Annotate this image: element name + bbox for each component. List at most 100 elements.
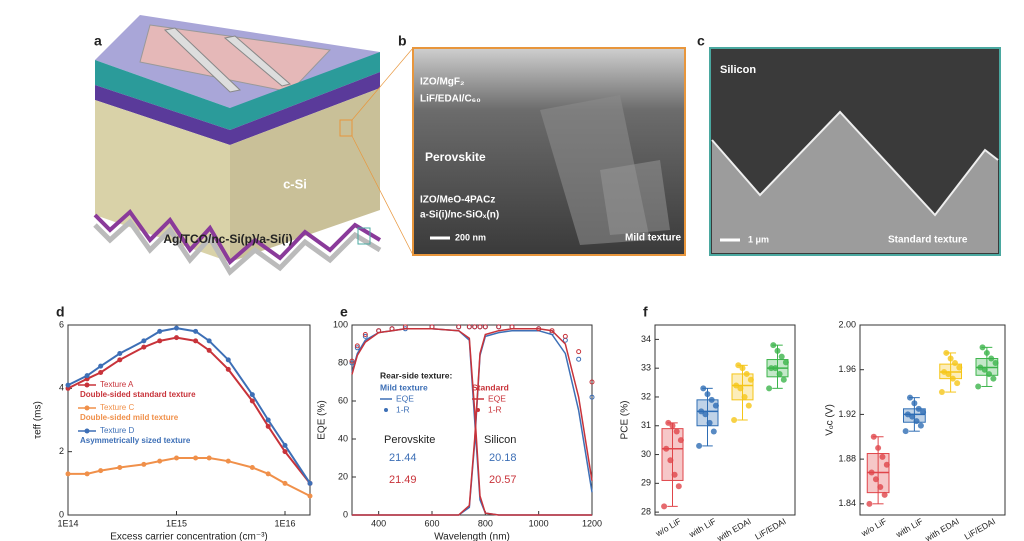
data-point — [675, 483, 682, 490]
data-point — [902, 428, 909, 435]
data-point — [913, 418, 920, 425]
data-point — [206, 338, 212, 344]
x-tick-label: with LiF — [686, 516, 717, 540]
data-point — [866, 500, 873, 507]
data-point — [362, 333, 368, 339]
data-point — [496, 324, 502, 330]
legend-label: Texture A — [100, 380, 134, 389]
data-point — [990, 375, 997, 382]
y-tick-label: 34 — [641, 334, 651, 344]
y-tick-label: 32 — [641, 391, 651, 401]
data-point — [376, 328, 382, 334]
data-point — [743, 370, 750, 377]
panel-label: e — [340, 304, 348, 320]
data-point — [173, 455, 179, 461]
data-point — [977, 364, 984, 371]
layer-label: IZO/MgF₂ — [420, 77, 464, 88]
legend-label: EQE — [396, 393, 414, 403]
data-point — [883, 461, 890, 468]
data-point — [951, 360, 958, 366]
legend-group: Standard — [472, 382, 509, 392]
data-point — [98, 468, 104, 474]
data-point — [735, 362, 742, 369]
y-tick-label: 1.88 — [838, 453, 856, 463]
data-point — [84, 471, 90, 477]
data-point — [349, 358, 355, 364]
data-point — [673, 428, 680, 435]
data-line — [352, 329, 593, 516]
data-point — [677, 437, 684, 444]
data-point — [669, 422, 676, 429]
y-tick-label: 0 — [59, 509, 64, 519]
legend-marker — [84, 382, 90, 388]
data-point — [700, 385, 707, 392]
data-point — [576, 349, 582, 355]
layer-label: c-Si — [283, 176, 307, 191]
data-point — [589, 394, 595, 400]
data-point — [349, 360, 355, 366]
data-point — [536, 326, 542, 332]
data-line — [351, 328, 592, 516]
y-axis-label: Vₒc (V) — [825, 404, 836, 436]
data-point — [65, 382, 71, 388]
data-point — [249, 392, 255, 398]
data-line — [67, 327, 311, 484]
data-point — [947, 355, 954, 362]
data-point — [868, 469, 875, 476]
data-point — [778, 353, 785, 360]
data-point — [663, 445, 670, 452]
data-point — [117, 351, 123, 356]
legend-marker — [84, 405, 90, 411]
annotation-label: Silicon — [484, 434, 516, 446]
x-tick-label: with LiF — [893, 516, 924, 540]
y-tick-label: 80 — [338, 357, 348, 367]
data-point — [704, 391, 711, 398]
x-tick-label: w/o LiF — [859, 516, 889, 539]
data-point — [65, 471, 71, 477]
plot-frame — [859, 324, 1006, 516]
data-point — [904, 411, 911, 418]
data-point — [206, 347, 212, 353]
y-axis-label: PCE (%) — [620, 401, 631, 440]
x-axis-label: Excess carrier concentration (cm⁻³) — [110, 532, 268, 541]
panel-label: c — [697, 33, 705, 49]
panel-label: a — [94, 33, 102, 49]
legend-description: Double-sided standard texture — [80, 390, 196, 399]
y-tick-label: 0 — [343, 509, 348, 519]
data-point — [780, 376, 787, 383]
data-point — [875, 444, 882, 451]
data-point — [988, 355, 995, 362]
data-point — [879, 453, 886, 460]
data-point — [98, 370, 104, 375]
solar-cell-schematic — [93, 15, 414, 276]
data-point — [992, 360, 999, 366]
annotation-label: Perovskite — [384, 434, 435, 446]
legend-title: Rear-side texture: — [380, 370, 452, 380]
x-tick-label: LiF/EDAI — [963, 516, 997, 541]
data-point — [737, 385, 744, 392]
data-point — [665, 419, 672, 426]
annotation-value: 21.44 — [389, 452, 417, 464]
data-point — [193, 455, 199, 461]
data-point — [173, 325, 179, 331]
data-line — [67, 336, 311, 484]
data-point — [117, 357, 123, 363]
data-point — [745, 402, 752, 409]
data-point — [466, 324, 472, 330]
x-tick-label: 1E16 — [274, 518, 295, 528]
layer-label: LiF/EDAI/C₆₀ — [420, 94, 481, 105]
data-point — [917, 422, 924, 429]
x-tick-label: 1200 — [582, 518, 602, 528]
data-point — [225, 458, 231, 464]
data-point — [975, 383, 982, 390]
data-point — [870, 433, 877, 440]
data-point — [741, 393, 748, 400]
legend-label: Texture D — [100, 426, 134, 435]
data-point — [307, 480, 313, 486]
data-point — [282, 442, 288, 448]
data-point — [265, 423, 271, 429]
y-axis-label: τeff (ms) — [33, 401, 44, 439]
data-point — [265, 417, 271, 423]
plot-frame — [351, 324, 593, 516]
